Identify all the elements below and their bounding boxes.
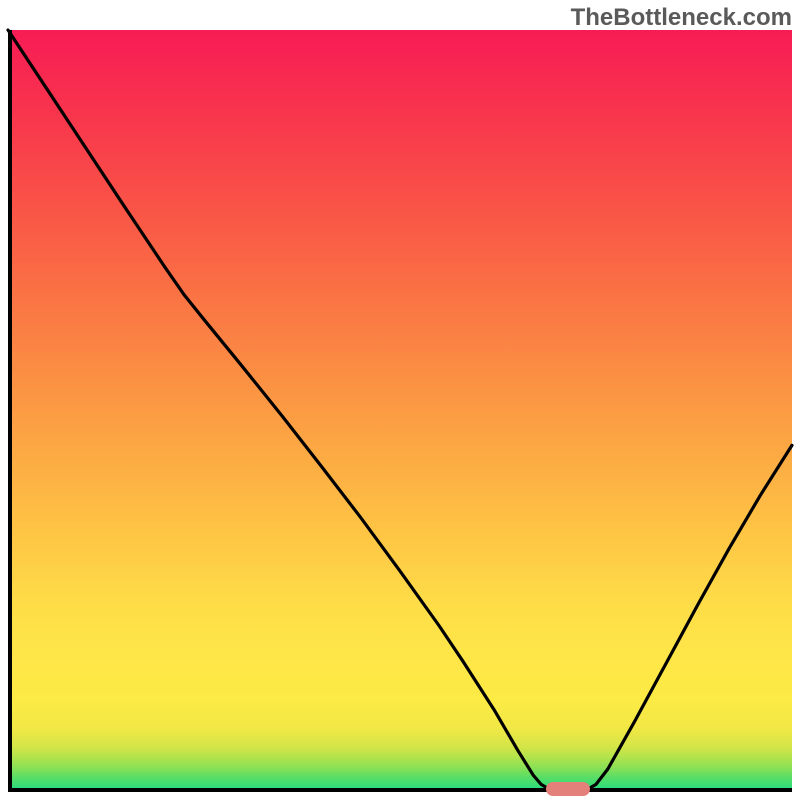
optimum-marker <box>546 782 590 796</box>
plot-area <box>8 30 792 792</box>
axis-x <box>8 788 792 792</box>
watermark-text: TheBottleneck.com <box>571 4 792 32</box>
chart-canvas: TheBottleneck.com <box>0 0 800 800</box>
data-curve <box>8 30 792 792</box>
axis-y <box>8 30 12 792</box>
curve-path <box>8 30 792 789</box>
